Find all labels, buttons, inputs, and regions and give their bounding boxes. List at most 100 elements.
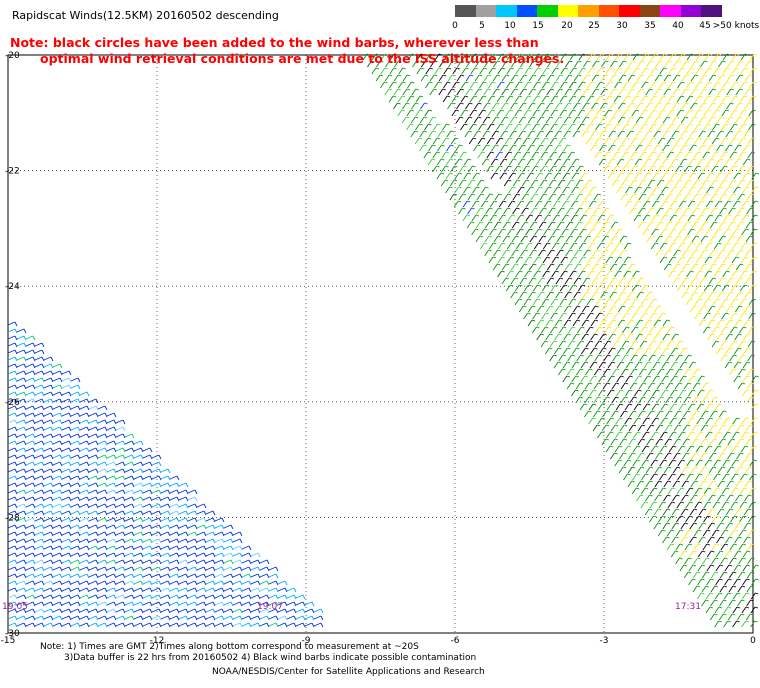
- wind-barb: [722, 67, 730, 75]
- wind-barb: [636, 277, 645, 285]
- wind-barb: [636, 102, 644, 110]
- wind-barb: [518, 144, 526, 152]
- wind-barb: [621, 368, 629, 376]
- wind-barb: [595, 284, 604, 292]
- wind-barb: [732, 620, 740, 628]
- wind-barb: [563, 347, 571, 355]
- wind-barb: [708, 74, 717, 82]
- wind-barb: [558, 165, 566, 173]
- wind-barb: [681, 494, 689, 502]
- wind-barb: [620, 179, 629, 187]
- wind-barb: [585, 340, 594, 348]
- wind-barb: [133, 601, 144, 607]
- wind-barb: [151, 594, 162, 600]
- wind-barb: [749, 53, 758, 61]
- wind-barb: [688, 158, 697, 166]
- wind-barb: [496, 109, 504, 117]
- wind-barb: [70, 510, 81, 516]
- wind-barb: [649, 312, 657, 320]
- wind-barb: [688, 550, 697, 558]
- wind-barb: [724, 172, 733, 180]
- wind-barb: [723, 214, 732, 222]
- wind-barb: [686, 67, 694, 75]
- wind-barb: [647, 179, 656, 187]
- wind-barb: [574, 60, 582, 68]
- wind-barb: [648, 165, 656, 173]
- wind-barb: [565, 249, 573, 257]
- wind-barb: [484, 249, 492, 257]
- wind-barb: [268, 566, 279, 572]
- wind-barb: [677, 459, 685, 467]
- wind-barb: [546, 74, 555, 82]
- wind-barb: [594, 354, 602, 362]
- wind-barb: [700, 452, 708, 460]
- wind-barb: [7, 601, 18, 607]
- wind-barb: [708, 480, 716, 488]
- colorbar-label: 10: [504, 21, 516, 31]
- wind-barb: [79, 566, 90, 572]
- wind-barb: [725, 508, 734, 516]
- colorbar-label: 15: [532, 21, 544, 31]
- wind-barb: [169, 608, 180, 614]
- wind-barb: [743, 305, 752, 313]
- wind-barb: [699, 494, 707, 502]
- wind-barb: [670, 172, 679, 180]
- wind-barb: [473, 116, 482, 124]
- wind-barb: [636, 291, 644, 299]
- wind-barb: [750, 592, 759, 600]
- wind-barb: [666, 529, 675, 537]
- wind-barb: [701, 585, 710, 593]
- wind-barb: [124, 573, 135, 579]
- wind-barb: [533, 81, 541, 89]
- wind-barb: [7, 391, 18, 397]
- wind-barb: [626, 130, 634, 138]
- wind-barb: [728, 585, 737, 593]
- wind-barb: [151, 601, 162, 607]
- wind-barb: [438, 74, 447, 82]
- wind-barb: [720, 326, 729, 334]
- wind-barb: [450, 165, 458, 173]
- wind-barb: [611, 179, 620, 187]
- wind-barb: [701, 207, 709, 215]
- wind-barb: [133, 566, 144, 572]
- wind-barb: [656, 207, 664, 215]
- wind-barb: [549, 151, 558, 159]
- wind-barb: [585, 137, 594, 145]
- wind-barb: [748, 487, 757, 495]
- wind-barb: [657, 165, 665, 173]
- wind-barb: [734, 333, 742, 341]
- wind-barb: [88, 398, 99, 404]
- colorbar-swatch: [598, 5, 620, 17]
- wind-barb: [670, 550, 679, 558]
- wind-barb: [214, 566, 225, 572]
- wind-barb: [554, 130, 562, 138]
- wind-barb: [726, 88, 734, 96]
- wind-barb: [703, 298, 712, 306]
- wind-barb: [620, 396, 628, 404]
- wind-barb: [736, 60, 744, 68]
- wind-barb: [702, 165, 710, 173]
- wind-barb: [640, 312, 648, 320]
- wind-barb: [437, 144, 445, 152]
- wind-barb: [691, 221, 700, 229]
- wind-barb: [52, 363, 63, 369]
- wind-barb: [702, 543, 711, 551]
- x-tick-label: -3: [600, 636, 609, 646]
- wind-barb: [541, 123, 549, 131]
- wind-barb: [25, 594, 36, 600]
- wind-barb: [578, 67, 586, 75]
- wind-barb: [717, 466, 726, 474]
- wind-barb: [750, 214, 759, 222]
- wind-barb: [598, 375, 606, 383]
- wind-barb: [79, 531, 90, 537]
- wind-barb: [694, 298, 703, 306]
- wind-barb: [585, 354, 593, 362]
- wind-barb: [7, 468, 18, 474]
- wind-barb: [625, 361, 634, 369]
- wind-barb: [588, 200, 597, 208]
- wind-barb: [7, 545, 18, 551]
- wind-barb: [678, 214, 687, 222]
- wind-barb: [690, 74, 699, 82]
- wind-barb: [729, 165, 737, 173]
- wind-barb: [106, 447, 117, 453]
